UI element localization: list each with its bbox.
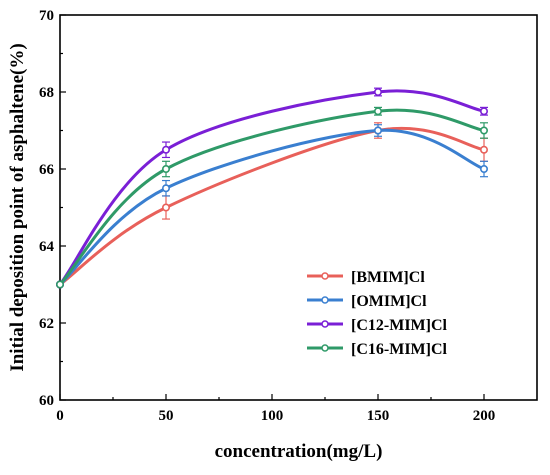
legend-marker-1 [321,272,329,280]
legend-marker-4 [321,344,329,352]
data-point [162,184,171,193]
data-point [479,126,488,135]
data-point [479,165,488,174]
data-point [162,165,171,174]
data-point [162,203,171,212]
x-tick-label: 0 [56,408,64,424]
legend-marker-2 [321,296,329,304]
y-tick-label: 68 [39,85,54,101]
x-tick-label: 200 [473,408,496,424]
data-point [373,126,382,135]
x-tick-label: 100 [261,408,284,424]
y-tick-label: 70 [39,8,54,24]
data-point [479,107,488,116]
series-line-1 [59,126,485,286]
series-line-2 [58,128,485,286]
plot-frame [59,14,538,401]
data-point [55,280,64,289]
data-point [373,88,382,97]
data-point [479,145,488,154]
y-tick-label: 64 [39,239,55,255]
data-point [373,107,382,116]
x-tick-label: 150 [367,408,390,424]
x-tick-label: 50 [159,408,174,424]
series-line-3 [58,89,485,286]
series-line-4 [58,108,485,286]
y-tick-label: 62 [39,316,54,332]
y-axis-title: Initial deposition point of asphaltene(%… [7,43,28,371]
legend-label-4: [C16-MIM]Cl [351,341,448,358]
legend-label-3: [C12-MIM]Cl [351,317,448,334]
legend-label-1: [BMIM]Cl [351,269,425,286]
legend-label-2: [OMIM]Cl [351,293,427,310]
y-tick-label: 66 [39,162,55,178]
legend-marker-3 [321,320,329,328]
data-point [162,145,171,154]
y-tick-label: 60 [39,393,54,409]
x-axis-title: concentration(mg/L) [215,441,383,462]
